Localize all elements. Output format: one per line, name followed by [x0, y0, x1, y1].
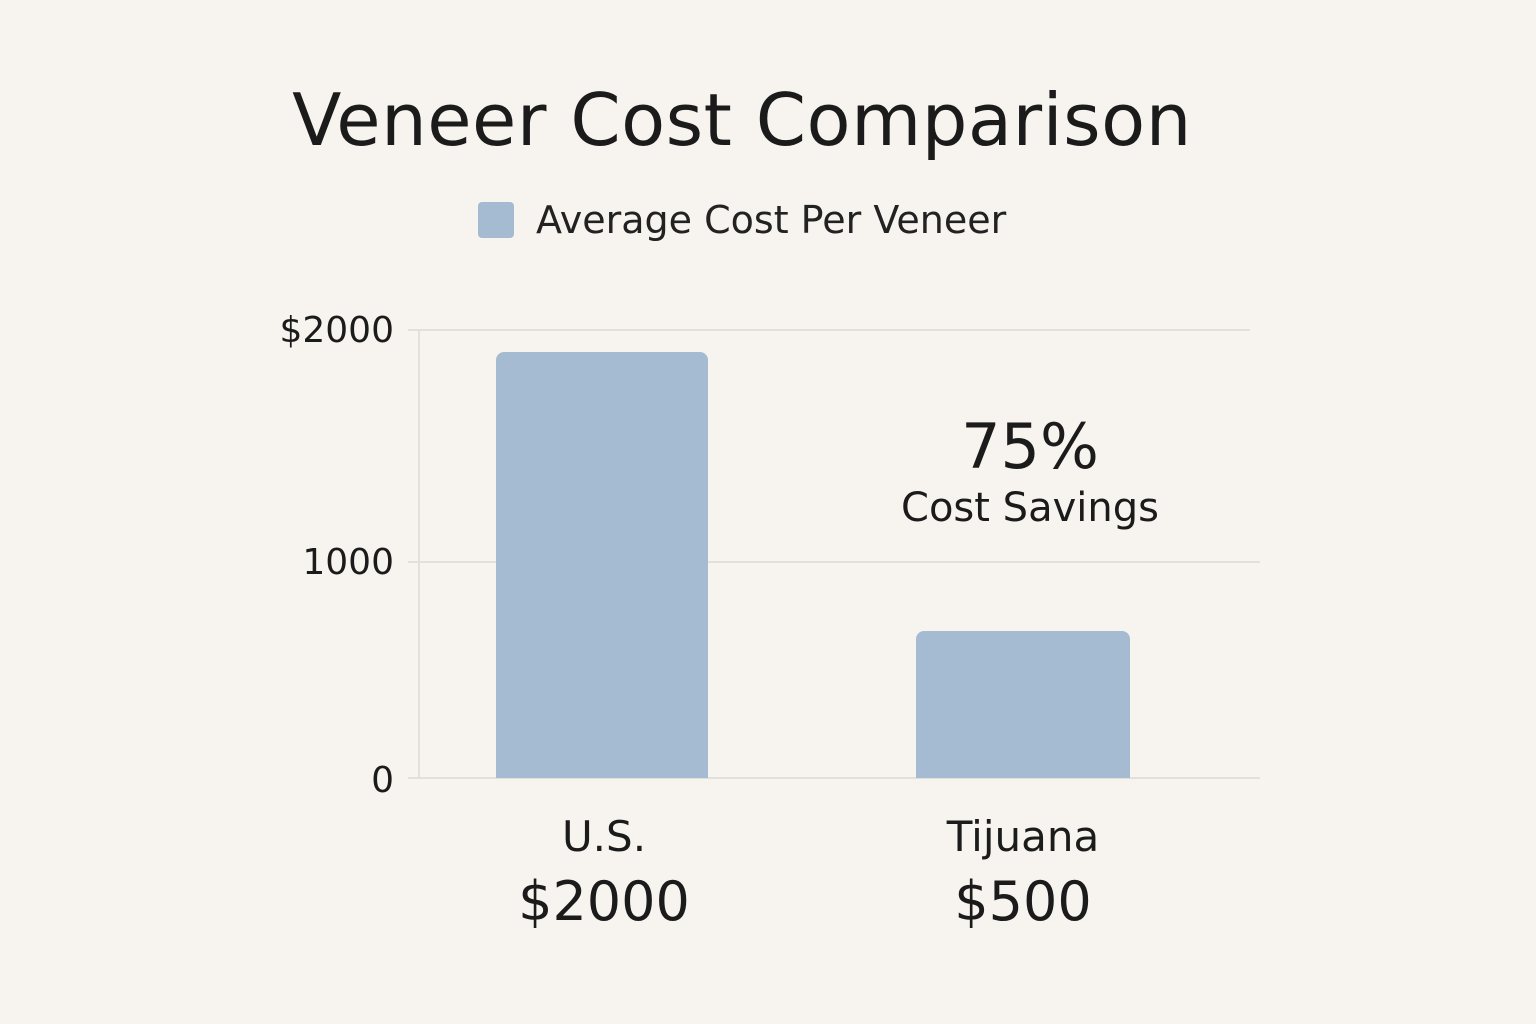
gridline-2000 — [408, 329, 1250, 331]
savings-percent: 75% — [961, 410, 1099, 483]
legend-label: Average Cost Per Veneer — [536, 198, 1007, 242]
chart-title: Veneer Cost Comparison — [292, 78, 1192, 162]
xlabel-us: U.S. — [561, 812, 647, 861]
bar-tijuana — [916, 631, 1130, 778]
xlabel-tijuana: Tijuana — [946, 812, 1100, 861]
gridline-1000 — [408, 561, 1260, 563]
savings-label: Cost Savings — [901, 485, 1159, 531]
ytick-0: 0 — [371, 760, 394, 801]
legend: Average Cost Per Veneer — [478, 198, 1006, 242]
value-us: $2000 — [518, 870, 690, 933]
legend-swatch — [478, 202, 514, 238]
gridline-0 — [408, 777, 1260, 779]
ytick-2000: $2000 — [279, 310, 394, 351]
value-tijuana: $500 — [954, 870, 1092, 933]
y-axis-line — [418, 330, 420, 778]
bar-us — [496, 352, 708, 778]
ytick-1000: 1000 — [302, 542, 394, 583]
